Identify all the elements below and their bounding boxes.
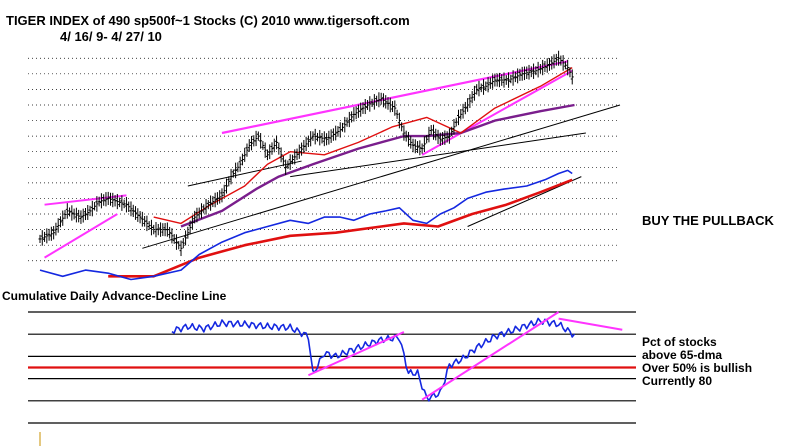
- trendline-2: [44, 213, 118, 259]
- red-moving-average: [153, 66, 573, 225]
- pct-trendline-1: [307, 331, 405, 377]
- index-ohlc-bars: [38, 50, 574, 257]
- upper-plot-area: [38, 50, 621, 281]
- ad-line-moving-average: [108, 178, 573, 278]
- pct-trendline-3: [558, 317, 623, 331]
- pct-note-line-4: Currently 80: [642, 374, 712, 388]
- pct-note-line-1: Pct of stocks: [642, 335, 717, 349]
- date-range: 4/ 16/ 9- 4/ 27/ 10: [60, 29, 162, 44]
- pct-above-65dma-line: [171, 317, 576, 402]
- trendline-5: [142, 104, 621, 249]
- trendline-3: [221, 60, 568, 135]
- lower-panel-caption: Cumulative Daily Advance-Decline Line: [2, 289, 227, 303]
- lower-plot-area: [171, 311, 623, 402]
- buy-the-pullback-note: BUY THE PULLBACK: [642, 213, 775, 228]
- pct-note-line-2: above 65-dma: [642, 348, 722, 362]
- advance-decline-line: [39, 169, 573, 281]
- pct-note-line-3: Over 50% is bullish: [642, 361, 752, 375]
- chart-title: TIGER INDEX of 490 sp500f~1 Stocks (C) 2…: [6, 13, 410, 28]
- lower-gridlines: [28, 311, 636, 424]
- trendline-6: [290, 132, 586, 178]
- pct-trendline-2: [421, 311, 560, 401]
- upper-gridlines: [28, 57, 620, 262]
- trendline-4: [187, 160, 302, 187]
- purple-moving-average: [180, 103, 575, 228]
